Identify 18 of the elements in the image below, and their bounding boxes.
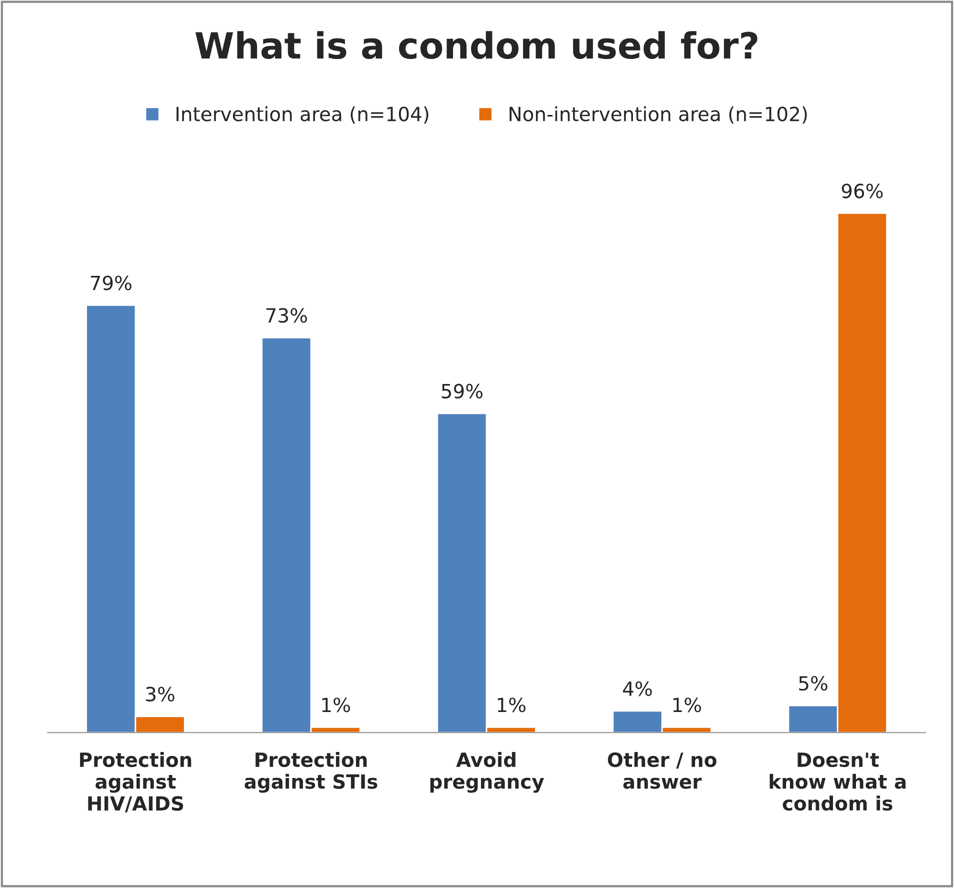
data-label: 1%	[322, 698, 350, 712]
x-tick-label: Other / no answer	[608, 752, 716, 789]
data-label: 3%	[146, 686, 174, 702]
data-label: 1%	[673, 698, 701, 712]
data-label: 73%	[266, 308, 307, 323]
legend-label: Intervention area (n=104)	[176, 106, 428, 124]
x-tick-label: Protection against STIs	[244, 752, 378, 793]
x-tick-label: Avoid pregnancy	[430, 752, 544, 793]
x-tick-label: Protection against HIV/AIDS	[80, 752, 192, 812]
data-label: 79%	[90, 276, 132, 290]
data-label: 1%	[498, 698, 526, 712]
data-label: 59%	[442, 384, 482, 399]
x-tick-label: Doesn't know what a condom is	[770, 752, 906, 811]
legend-label: Non-intervention area (n=102)	[510, 106, 807, 124]
chart-title: What is a condom used for?	[195, 31, 758, 60]
data-label: 96%	[842, 184, 883, 198]
data-label: 5%	[799, 676, 828, 691]
data-label: 4%	[623, 681, 652, 696]
